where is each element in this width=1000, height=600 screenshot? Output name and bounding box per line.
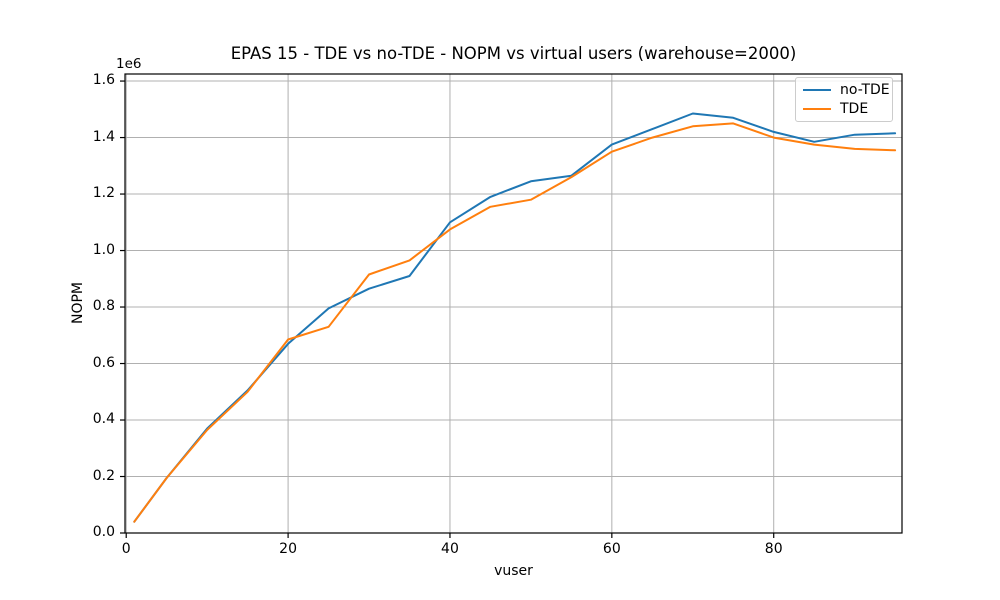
legend-label-tde: TDE [840, 101, 869, 117]
y-tick-label: 1.0 [92, 241, 115, 258]
x-tick-label: 60 [602, 541, 621, 557]
x-tick-label: 80 [764, 541, 783, 557]
axes-frame [124, 73, 903, 534]
legend-item-no-tde: no-TDE [803, 81, 890, 99]
x-tick-label: 20 [279, 541, 297, 557]
y-axis-offset-text: 1e6 [116, 56, 142, 72]
x-tick-label: 0 [121, 541, 131, 557]
x-tick-label: 40 [441, 541, 459, 557]
series-line-no-tde [133, 112, 897, 523]
y-tick-label: 0.8 [92, 298, 115, 315]
y-tick-label: 0.6 [92, 354, 115, 371]
y-tick-label: 0.2 [92, 467, 115, 484]
y-tick-label: 1.4 [92, 128, 115, 145]
y-tick-label: 0.4 [92, 411, 115, 427]
legend-label-no-tde: no-TDE [840, 82, 890, 98]
legend: no-TDE TDE [795, 77, 893, 122]
x-axis-label: vuser [494, 563, 533, 579]
y-tick-label: 0.0 [92, 524, 115, 540]
legend-item-tde: TDE [803, 100, 885, 118]
series-line-tde [133, 122, 897, 523]
y-tick-label: 1.2 [92, 185, 115, 202]
y-tick-label: 1.6 [92, 72, 115, 89]
chart-title: EPAS 15 - TDE vs no-TDE - NOPM vs virtua… [230, 44, 797, 63]
tde-line-swatch [803, 107, 831, 111]
no-tde-line-swatch [803, 88, 831, 92]
